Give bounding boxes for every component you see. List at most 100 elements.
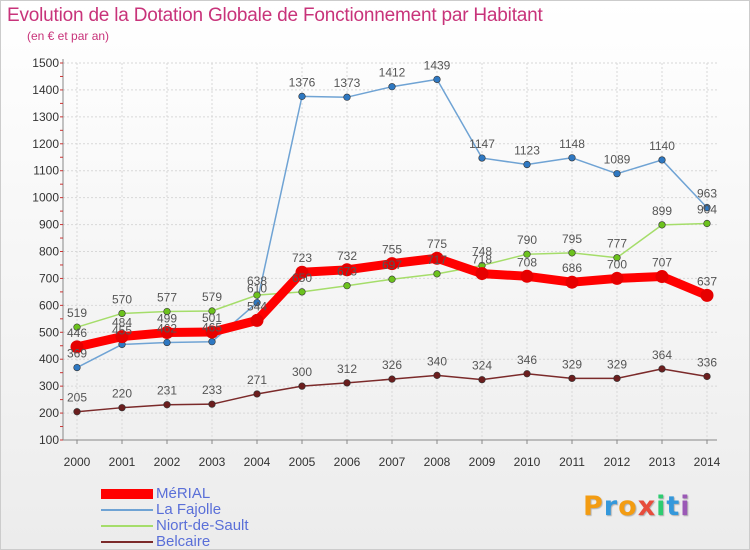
data-label: 748 bbox=[472, 245, 492, 259]
data-point bbox=[343, 282, 351, 290]
data-label: 1439 bbox=[424, 58, 451, 72]
x-tick-label: 2002 bbox=[154, 455, 181, 469]
data-point bbox=[388, 83, 396, 91]
y-tick-label: 1000 bbox=[32, 191, 59, 205]
x-tick-label: 2001 bbox=[109, 455, 136, 469]
data-label: 899 bbox=[652, 204, 672, 218]
data-point bbox=[565, 275, 579, 289]
data-point bbox=[295, 265, 309, 279]
data-point bbox=[523, 370, 531, 378]
data-label: 650 bbox=[292, 271, 312, 285]
data-label: 336 bbox=[697, 355, 717, 369]
data-label: 324 bbox=[472, 359, 492, 373]
data-label: 1148 bbox=[559, 137, 585, 151]
data-point bbox=[208, 307, 216, 315]
data-label: 732 bbox=[337, 249, 357, 263]
data-label: 638 bbox=[247, 274, 267, 288]
data-point bbox=[523, 160, 531, 169]
data-point bbox=[655, 270, 669, 284]
legend-swatch bbox=[101, 509, 153, 511]
data-label: 579 bbox=[202, 290, 222, 304]
data-point bbox=[298, 288, 306, 296]
data-label: 205 bbox=[67, 391, 87, 405]
data-label: 790 bbox=[517, 233, 537, 247]
data-label: 455 bbox=[112, 323, 132, 337]
data-point bbox=[478, 154, 486, 162]
data-point bbox=[208, 338, 216, 346]
data-label: 300 bbox=[292, 365, 312, 379]
data-point bbox=[703, 204, 711, 212]
data-label: 904 bbox=[697, 202, 717, 216]
data-point bbox=[163, 307, 171, 316]
data-point bbox=[160, 326, 174, 340]
x-tick-label: 2005 bbox=[289, 455, 316, 469]
data-label: 570 bbox=[112, 292, 132, 306]
data-point bbox=[250, 313, 264, 327]
chart-title: Evolution de la Dotation Globale de Fonc… bbox=[7, 5, 543, 26]
data-point bbox=[343, 93, 351, 101]
logo-letter: P bbox=[583, 491, 604, 522]
data-point bbox=[430, 251, 444, 265]
legend-label: La Fajolle bbox=[156, 501, 222, 518]
data-point bbox=[523, 250, 531, 258]
proxiti-logo: Proxiti bbox=[583, 491, 691, 522]
data-label: 501 bbox=[202, 311, 222, 325]
data-label: 1412 bbox=[379, 66, 406, 80]
data-point bbox=[253, 299, 261, 307]
y-tick-label: 900 bbox=[39, 218, 59, 232]
y-tick-label: 600 bbox=[39, 298, 59, 312]
data-label: 673 bbox=[337, 265, 357, 279]
data-point bbox=[163, 338, 171, 347]
logo-letter: o bbox=[618, 491, 638, 522]
series-lines bbox=[70, 75, 714, 416]
data-point bbox=[433, 270, 441, 278]
logo-letter: x bbox=[637, 491, 657, 522]
data-label: 577 bbox=[157, 291, 177, 305]
data-point bbox=[568, 249, 576, 257]
data-label: 1089 bbox=[604, 153, 631, 167]
data-point bbox=[388, 275, 396, 283]
data-label: 329 bbox=[607, 357, 627, 371]
data-point bbox=[343, 379, 351, 387]
y-tick-label: 200 bbox=[39, 406, 59, 420]
data-label: 777 bbox=[607, 237, 627, 251]
data-label: 465 bbox=[202, 321, 222, 335]
data-label: 1123 bbox=[514, 144, 540, 158]
data-point bbox=[73, 363, 81, 372]
data-point bbox=[73, 323, 81, 331]
data-label: 329 bbox=[562, 357, 582, 371]
data-label: 312 bbox=[337, 362, 357, 376]
y-tick-label: 500 bbox=[39, 325, 59, 339]
x-tick-label: 2008 bbox=[424, 455, 451, 469]
legend-swatch bbox=[101, 489, 153, 499]
data-label: 1373 bbox=[334, 76, 361, 90]
data-point bbox=[388, 375, 396, 383]
axes: 100 200 300 400 500 600 700 800 900 1000 1100 1200 1… bbox=[32, 56, 720, 469]
logo-letter: i bbox=[680, 491, 691, 522]
data-label: 723 bbox=[292, 251, 312, 265]
data-point bbox=[610, 271, 624, 285]
data-label: 718 bbox=[472, 253, 492, 267]
data-point bbox=[433, 371, 441, 379]
data-point bbox=[658, 156, 666, 164]
legend-label: Belcaire bbox=[156, 533, 211, 550]
x-tick-label: 2003 bbox=[199, 455, 226, 469]
data-point bbox=[433, 75, 441, 84]
x-tick-label: 2009 bbox=[469, 455, 496, 469]
legend-swatch bbox=[101, 541, 153, 543]
data-labels: 446 484 499 501 544 723 732 755 775 718 708 686 700 7… bbox=[67, 58, 717, 404]
y-tick-label: 1400 bbox=[32, 83, 59, 97]
data-label: 755 bbox=[382, 243, 402, 257]
data-label: 1140 bbox=[649, 139, 675, 153]
x-tick-label: 2004 bbox=[244, 455, 271, 469]
data-label: 271 bbox=[247, 373, 267, 387]
data-point bbox=[163, 401, 171, 409]
x-tick-label: 2014 bbox=[694, 455, 721, 469]
x-tick-label: 2012 bbox=[604, 455, 631, 469]
data-label: 462 bbox=[157, 322, 177, 336]
data-label: 231 bbox=[157, 384, 177, 398]
y-tick-label: 300 bbox=[39, 379, 59, 393]
y-tick-label: 1300 bbox=[32, 110, 59, 124]
legend-label: Niort-de-Sault bbox=[156, 517, 249, 534]
